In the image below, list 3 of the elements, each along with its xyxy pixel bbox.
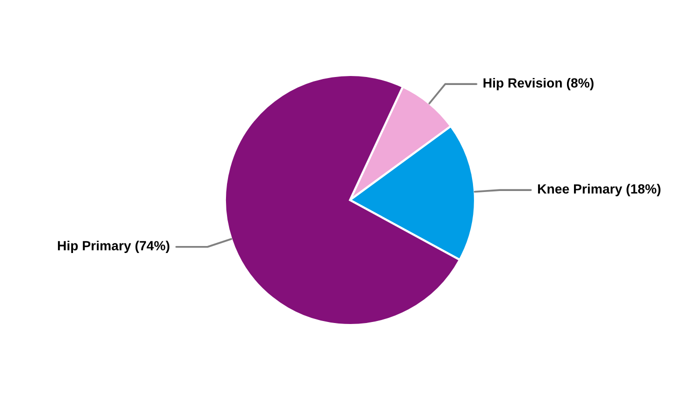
slice-label: Hip Primary (74%) [58,240,170,253]
slice-label: Hip Revision (8%) [484,78,594,90]
slice-label: Knee Primary (18%) [538,184,660,196]
